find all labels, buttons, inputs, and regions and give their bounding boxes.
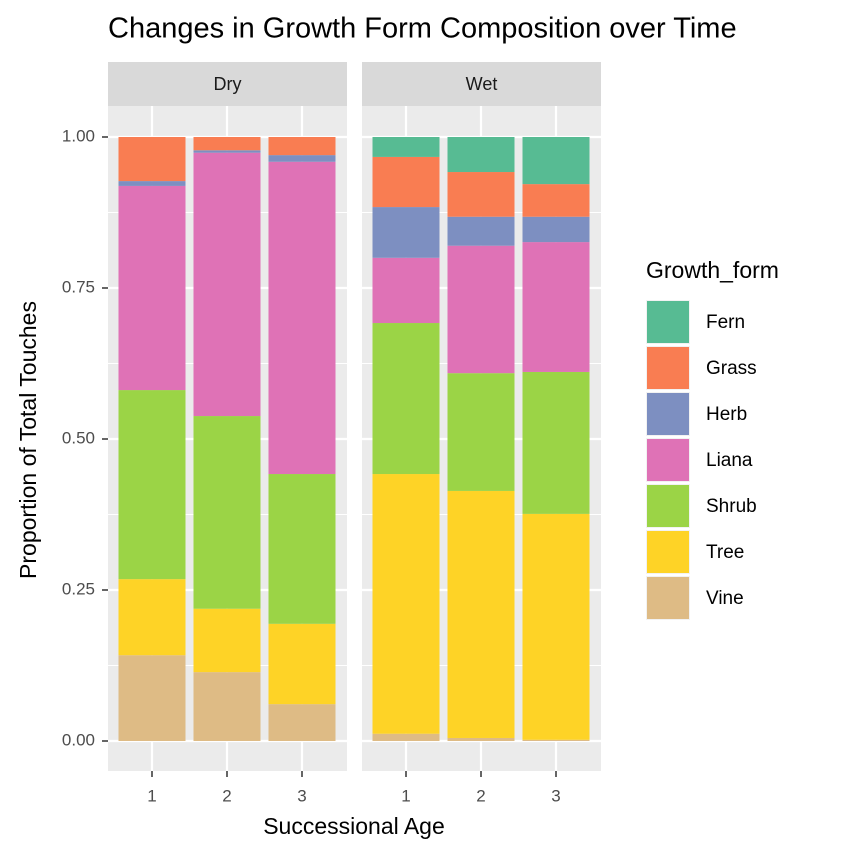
legend-key: [647, 347, 689, 389]
legend-label: Shrub: [706, 496, 757, 517]
bar-segment: [118, 181, 186, 186]
bar-segment: [522, 184, 590, 217]
strip-label: Dry: [214, 74, 242, 94]
x-tick-label: 3: [297, 786, 306, 805]
bar-segment: [372, 156, 440, 208]
bar-segment: [522, 371, 590, 514]
legend-label: Herb: [706, 404, 747, 425]
strip-background: [362, 62, 601, 106]
legend-key: [647, 577, 689, 619]
bar-segment: [118, 655, 186, 741]
legend-key: [647, 439, 689, 481]
bar-segment: [118, 137, 186, 182]
y-tick-label: 0.25: [62, 579, 95, 598]
bar-segment: [372, 137, 440, 157]
bar-segment: [193, 152, 261, 417]
legend-key: [647, 301, 689, 343]
bar-segment: [447, 245, 515, 374]
bar-segment: [447, 737, 515, 741]
bar-segment: [268, 704, 336, 741]
legend-label: Tree: [706, 542, 744, 563]
bar-segment: [118, 579, 186, 656]
bar-segment: [193, 416, 261, 609]
bar-segment: [193, 672, 261, 741]
bar-segment: [372, 474, 440, 734]
chart-title: Changes in Growth Form Composition over …: [108, 13, 737, 45]
bar-segment: [447, 216, 515, 246]
bar-segment: [268, 623, 336, 705]
bar-segment: [193, 137, 261, 151]
bar-segment: [522, 137, 590, 185]
bar-segment: [118, 390, 186, 580]
legend-label: Liana: [706, 450, 753, 471]
legend-key: [647, 393, 689, 435]
bar-segment: [268, 155, 336, 162]
y-tick-label: 0.00: [62, 730, 95, 749]
bar-segment: [447, 373, 515, 491]
bar-segment: [372, 733, 440, 741]
bar-segment: [193, 608, 261, 673]
legend-label: Vine: [706, 588, 744, 609]
y-axis-label: Proportion of Total Touches: [15, 301, 41, 579]
legend-label: Grass: [706, 358, 757, 379]
y-tick-label: 1.00: [62, 126, 95, 145]
strip-background: [108, 62, 347, 106]
bar-segment: [372, 207, 440, 258]
legend-label: Fern: [706, 312, 745, 333]
x-axis-label: Successional Age: [263, 813, 445, 839]
strip-label: Wet: [466, 74, 498, 94]
x-tick-label: 1: [401, 786, 410, 805]
bar-segment: [193, 150, 261, 153]
y-tick-label: 0.50: [62, 428, 95, 447]
x-tick-label: 1: [147, 786, 156, 805]
bar-segment: [447, 137, 515, 173]
bar-segment: [522, 739, 590, 741]
bar-segment: [447, 172, 515, 217]
bar-segment: [522, 216, 590, 243]
bar-segment: [268, 161, 336, 475]
legend-title: Growth_form: [646, 257, 779, 283]
legend-key: [647, 485, 689, 527]
bar-segment: [522, 513, 590, 740]
y-tick-label: 0.75: [62, 277, 95, 296]
bar-segment: [268, 137, 336, 156]
legend-key: [647, 531, 689, 573]
x-tick-label: 2: [222, 786, 231, 805]
bar-segment: [372, 323, 440, 475]
bar-segment: [268, 474, 336, 624]
x-tick-label: 3: [551, 786, 560, 805]
bar-segment: [447, 490, 515, 738]
x-tick-label: 2: [476, 786, 485, 805]
bar-segment: [372, 257, 440, 324]
bar-segment: [118, 185, 186, 391]
bar-segment: [522, 242, 590, 372]
